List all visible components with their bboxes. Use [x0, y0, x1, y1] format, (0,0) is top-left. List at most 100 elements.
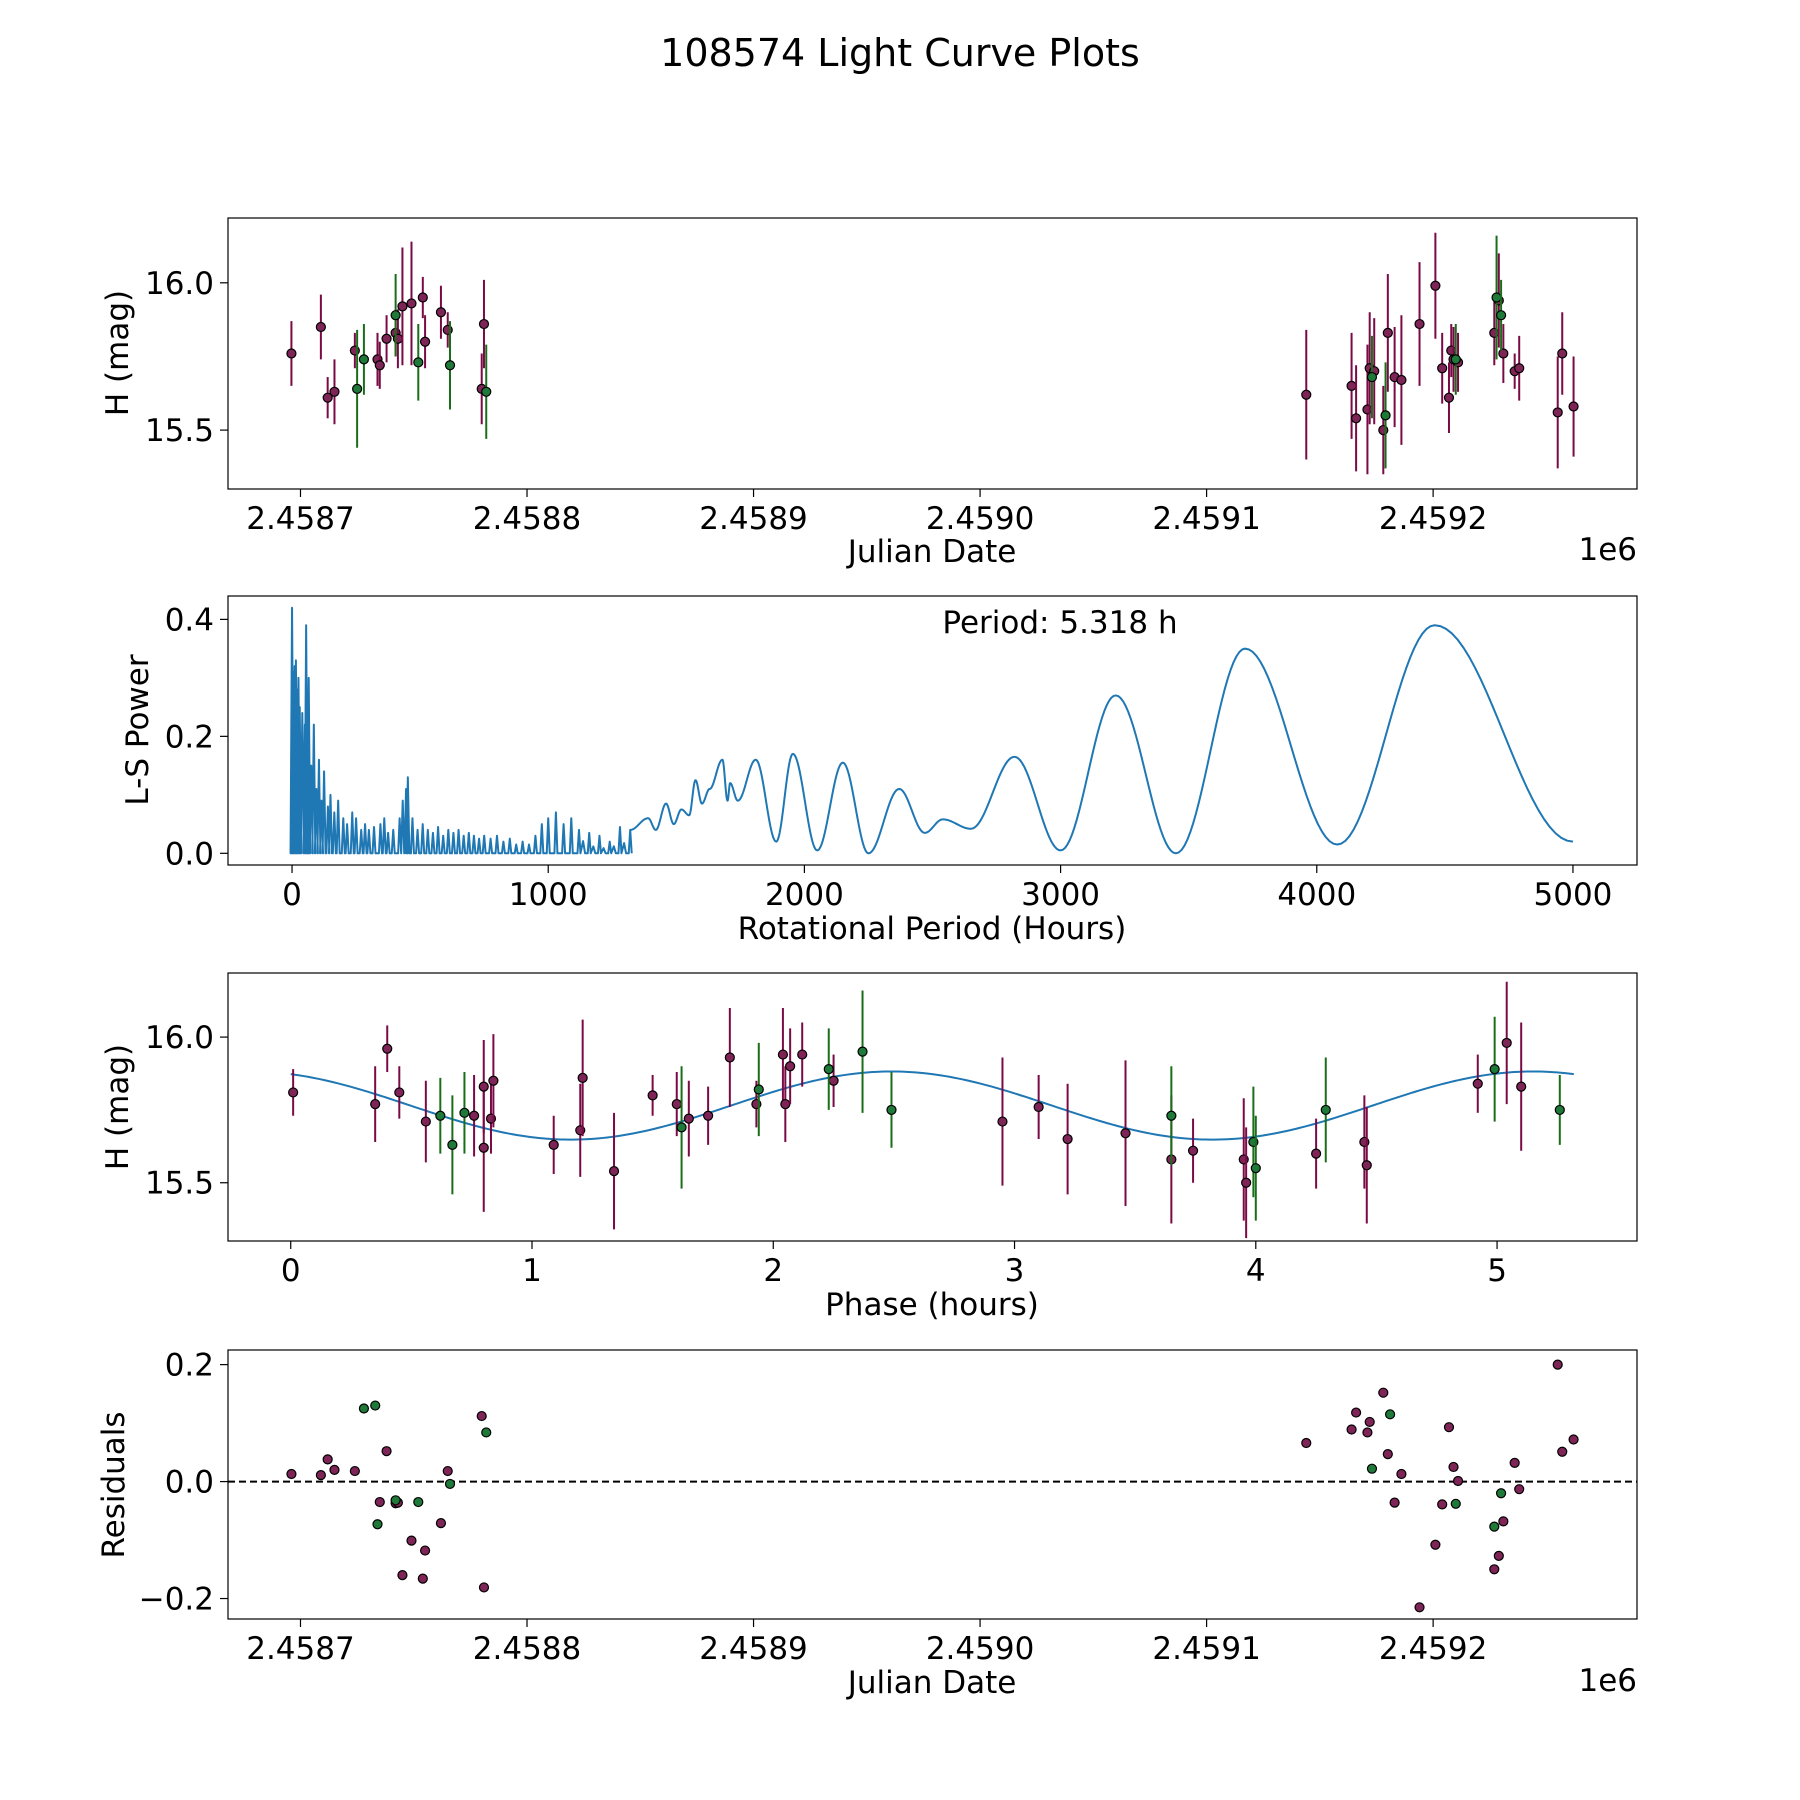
phase-curve-data-point: [828, 1075, 839, 1086]
phase-curve-data-point: [1489, 1064, 1500, 1075]
light-curve-xtick-label: 2.4588: [473, 501, 581, 537]
residuals-data-point: [1346, 1424, 1357, 1435]
light-curve-data-point: [419, 336, 431, 347]
residuals-data-point: [1396, 1468, 1407, 1480]
light-curve-data-point: [286, 348, 297, 359]
light-curve-data-point: [352, 383, 363, 394]
periodogram-xtick-label: 2000: [765, 877, 844, 913]
phase-curve-data-point: [288, 1087, 299, 1098]
phase-curve-data-point: [724, 1052, 735, 1063]
phase-curve-data-point: [1501, 1037, 1512, 1049]
light-curve-data-point: [1366, 371, 1378, 383]
phase-curve-data-point: [857, 1046, 868, 1057]
residuals-data-point: [1514, 1484, 1525, 1495]
phase-curve-data-point: [468, 1110, 480, 1121]
phase-curve-x-axis: 0 1 2 3 4 5: [281, 1241, 1507, 1289]
light-curve-data-point: [1414, 318, 1425, 330]
light-curve-marks: [286, 232, 1579, 475]
residuals-ytick-label: −0.2: [139, 1582, 214, 1618]
periodogram-xtick-label: 5000: [1534, 877, 1613, 913]
phase-curve-data-point: [1120, 1128, 1131, 1139]
phase-curve-data-point: [797, 1049, 808, 1060]
period-annotation: Period: 5.318 h: [942, 605, 1177, 641]
phase-curve-data-point: [647, 1090, 658, 1101]
residuals-data-point: [329, 1464, 340, 1475]
periodogram-ytick-label: 0.4: [165, 602, 214, 638]
phase-curve-xtick-label: 3: [1005, 1253, 1025, 1289]
light-curve-data-point: [481, 386, 492, 397]
light-curve-data-point: [1514, 363, 1525, 374]
periodogram-marks: [289, 606, 1574, 855]
periodogram-smooth-line: [629, 624, 1574, 855]
phase-curve-xtick-label: 4: [1246, 1253, 1266, 1289]
phase-curve-data-point: [394, 1087, 405, 1098]
residuals-data-point: [1362, 1427, 1373, 1438]
light-curve-data-point: [1437, 363, 1448, 374]
light-curve-data-point: [1430, 280, 1441, 291]
phase-curve-ylabel: H (mag): [100, 1044, 136, 1170]
phase-curve-xlabel: Phase (hours): [825, 1287, 1039, 1323]
light-curve-panel: 2.4587 2.4588 2.4589 2.4590 2.4591 2.4592 15.…: [100, 217, 1638, 570]
phase-curve-data-point: [435, 1110, 446, 1121]
residuals-data-point: [1301, 1437, 1312, 1449]
residuals-data-point: [1382, 1448, 1393, 1460]
phase-curve-data-point: [997, 1116, 1008, 1127]
phase-curve-data-point: [382, 1043, 393, 1054]
residuals-data-point: [476, 1410, 487, 1422]
light-curve-data-point: [1557, 348, 1568, 359]
residuals-data-point: [417, 1573, 428, 1584]
residuals-data-point: [1389, 1497, 1400, 1508]
phase-curve-data-point: [370, 1098, 381, 1110]
periodogram-noise-line: [289, 606, 633, 855]
phase-curve-data-point: [447, 1139, 458, 1150]
residuals-data-point: [1452, 1475, 1464, 1487]
light-curve-data-point: [322, 392, 333, 403]
residuals-data-point: [419, 1545, 431, 1556]
light-curve-data-point: [1380, 410, 1391, 421]
periodogram-ytick-label: 0.2: [165, 719, 214, 755]
residuals-data-point: [442, 1465, 453, 1477]
phase-curve-frame: [227, 972, 1638, 1242]
phase-curve-data-point: [1033, 1101, 1044, 1113]
phase-curve-data-point: [676, 1122, 687, 1133]
light-curve-data-point: [1568, 401, 1579, 412]
phase-curve-data-point: [1250, 1163, 1261, 1174]
phase-curve-data-point: [785, 1061, 796, 1072]
residuals-xtick-label: 2.4590: [926, 1631, 1034, 1667]
residuals-data-point: [444, 1478, 456, 1490]
phase-curve-data-point: [1166, 1110, 1177, 1121]
residuals-ylabel: Residuals: [96, 1411, 132, 1558]
light-curve-xtick-label: 2.4592: [1379, 501, 1487, 537]
periodogram-ylabel: L-S Power: [120, 654, 156, 805]
light-curve-data-point: [1443, 392, 1455, 403]
phase-curve-data-point: [1311, 1148, 1322, 1159]
light-curve-data-point: [1495, 310, 1507, 321]
residuals-data-point: [1366, 1463, 1378, 1474]
figure-title: 108574 Light Curve Plots: [660, 31, 1140, 75]
residuals-data-point: [1384, 1409, 1396, 1420]
residuals-data-point: [1430, 1539, 1441, 1550]
residuals-data-point: [358, 1403, 370, 1414]
residuals-frame: [227, 1349, 1638, 1620]
light-curve-data-point: [1382, 327, 1393, 338]
light-curve-x-axis: 2.4587 2.4588 2.4589 2.4590 2.4591 2.4592: [246, 489, 1487, 537]
light-curve-ytick-label: 15.5: [145, 413, 214, 449]
residuals-data-point: [1495, 1488, 1507, 1499]
residuals-panel: 2.4587 2.4588 2.4589 2.4590 2.4591 2.4592 −0.…: [96, 1348, 1638, 1701]
phase-curve-data-point: [1516, 1081, 1527, 1092]
residuals-data-point: [1414, 1602, 1425, 1613]
light-curve-series-band_b: [352, 235, 1507, 469]
phase-curve-xtick-label: 1: [522, 1253, 542, 1289]
residuals-data-point: [315, 1470, 326, 1481]
residuals-data-point: [1437, 1499, 1448, 1510]
periodogram-x-axis: 0 1000 2000 3000 4000 5000: [282, 865, 1612, 913]
phase-curve-xtick-label: 5: [1487, 1253, 1507, 1289]
residuals-xtick-label: 2.4587: [246, 1631, 354, 1667]
phase-curve-data-point: [683, 1113, 694, 1124]
light-curve-data-point: [1351, 413, 1362, 424]
model-fit-line: [290, 1070, 1574, 1141]
residuals-ytick-label: 0.2: [165, 1348, 214, 1384]
residuals-data-point: [372, 1519, 383, 1530]
phase-curve-y-axis: 15.5 16.0: [145, 1020, 228, 1202]
residuals-data-point: [1351, 1407, 1362, 1418]
